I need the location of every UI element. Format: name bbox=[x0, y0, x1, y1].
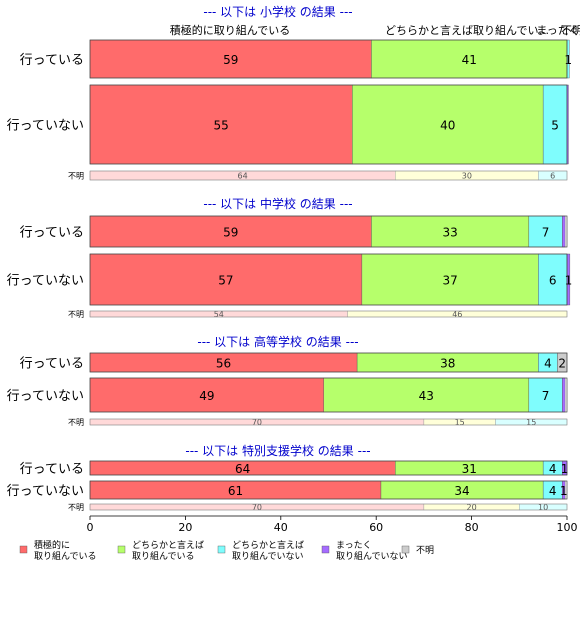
data-label: 40 bbox=[440, 119, 455, 133]
data-label: 56 bbox=[216, 357, 231, 371]
unknown-category-label: 不明 bbox=[68, 310, 84, 319]
unknown-data-label: 70 bbox=[252, 503, 262, 512]
bar-segment-4 bbox=[562, 377, 566, 413]
unknown-data-label: 54 bbox=[214, 310, 224, 319]
data-label: 49 bbox=[199, 389, 214, 403]
data-label: 41 bbox=[462, 53, 477, 67]
unknown-data-label: 10 bbox=[538, 503, 548, 512]
bar-outline bbox=[89, 352, 568, 373]
category-label: 行っている bbox=[20, 53, 84, 68]
x-tick-label: 100 bbox=[557, 521, 578, 534]
bar-outline bbox=[89, 39, 568, 79]
legend-swatch bbox=[321, 545, 330, 554]
header-label-2: どちらかと言えば取り組んでい... bbox=[385, 24, 549, 37]
data-label: 38 bbox=[440, 357, 455, 371]
bar-segment-1 bbox=[89, 84, 353, 165]
category-label: 行っていない bbox=[7, 274, 84, 289]
bar-segment-2 bbox=[323, 377, 530, 413]
legend-swatch bbox=[401, 545, 410, 554]
data-label: 33 bbox=[442, 226, 457, 240]
legend-label: どちらかと言えば取り組んでいる bbox=[132, 539, 204, 562]
group-title: --- 以下は 高等学校 の結果 --- bbox=[197, 334, 358, 349]
data-label: 4 bbox=[544, 357, 552, 371]
x-tick-label: 60 bbox=[369, 521, 383, 534]
group-title: --- 以下は 中学校 の結果 --- bbox=[203, 196, 352, 211]
data-label: 57 bbox=[218, 274, 233, 288]
data-label: 4 bbox=[549, 484, 557, 498]
data-label: 1 bbox=[561, 462, 569, 476]
data-label: 61 bbox=[228, 484, 243, 498]
legend-label: どちらかと言えば取り組んでいない bbox=[232, 539, 304, 562]
x-tick-label: 80 bbox=[465, 521, 479, 534]
data-label: 5 bbox=[551, 119, 559, 133]
category-label: 行っている bbox=[20, 226, 84, 241]
category-label: 行っている bbox=[20, 357, 84, 372]
group-title: --- 以下は 特別支援学校 の結果 --- bbox=[185, 443, 370, 458]
legend-swatch bbox=[217, 545, 226, 554]
data-label: 4 bbox=[549, 462, 557, 476]
legend-swatch bbox=[117, 545, 126, 554]
x-tick-label: 40 bbox=[274, 521, 288, 534]
unknown-bar-outline bbox=[89, 418, 568, 426]
bar-outline bbox=[89, 84, 568, 165]
data-label: 55 bbox=[214, 119, 229, 133]
data-label: 1 bbox=[565, 274, 573, 288]
header-label-3: まったく bbox=[536, 24, 580, 37]
header-label-1: 積極的に取り組んでいる bbox=[170, 23, 290, 37]
category-label: 行っている bbox=[20, 462, 84, 477]
unknown-category-label: 不明 bbox=[68, 172, 84, 181]
data-label: 34 bbox=[454, 484, 469, 498]
bar-outline bbox=[89, 377, 568, 413]
data-label: 6 bbox=[549, 274, 557, 288]
legend-label: まったく取り組んでいない bbox=[336, 540, 408, 562]
data-label: 59 bbox=[223, 53, 238, 67]
unknown-data-label: 30 bbox=[462, 172, 472, 181]
bar-segment-4 bbox=[562, 215, 566, 248]
unknown-data-label: 20 bbox=[467, 503, 477, 512]
bar-segment-1 bbox=[89, 253, 363, 306]
data-label: 31 bbox=[462, 462, 477, 476]
data-label: 43 bbox=[419, 389, 434, 403]
bar-segment-1 bbox=[89, 377, 324, 413]
legend-label: 不明 bbox=[416, 545, 434, 556]
x-tick-label: 0 bbox=[87, 521, 94, 534]
unknown-bar-outline bbox=[89, 503, 568, 511]
bar-segment-2 bbox=[361, 253, 539, 306]
x-tick-label: 20 bbox=[178, 521, 192, 534]
unknown-category-label: 不明 bbox=[68, 503, 84, 512]
unknown-data-label: 15 bbox=[455, 418, 465, 427]
unknown-bar-outline bbox=[89, 170, 568, 181]
data-label: 7 bbox=[542, 226, 550, 240]
category-label: 行っていない bbox=[7, 389, 84, 404]
legend-label: 積極的に取り組んでいる bbox=[34, 539, 97, 562]
bar-outline bbox=[89, 480, 568, 500]
header-label-4: 不明 bbox=[561, 24, 580, 37]
data-label: 1 bbox=[564, 53, 572, 67]
unknown-category-label: 不明 bbox=[68, 418, 84, 427]
bar-segment-2 bbox=[352, 84, 544, 165]
bar-outline bbox=[89, 460, 568, 476]
data-label: 1 bbox=[560, 484, 568, 498]
data-label: 59 bbox=[223, 226, 238, 240]
unknown-data-label: 15 bbox=[526, 418, 536, 427]
unknown-data-label: 46 bbox=[452, 310, 462, 319]
legend-swatch bbox=[19, 545, 28, 554]
data-label: 64 bbox=[235, 462, 250, 476]
unknown-data-label: 6 bbox=[550, 172, 555, 181]
category-label: 行っていない bbox=[7, 119, 84, 134]
category-label: 行っていない bbox=[7, 484, 84, 499]
unknown-data-label: 64 bbox=[238, 172, 248, 181]
group-title: --- 以下は 小学校 の結果 --- bbox=[203, 4, 352, 19]
bar-outline bbox=[89, 253, 568, 306]
bar-segment-2 bbox=[371, 215, 530, 248]
bar-outline bbox=[89, 215, 568, 248]
unknown-bar-outline bbox=[89, 310, 568, 318]
data-label: 7 bbox=[542, 389, 550, 403]
unknown-data-label: 70 bbox=[252, 418, 262, 427]
data-label: 37 bbox=[442, 274, 457, 288]
data-label: 2 bbox=[558, 357, 566, 371]
bar-segment-3 bbox=[538, 253, 568, 306]
